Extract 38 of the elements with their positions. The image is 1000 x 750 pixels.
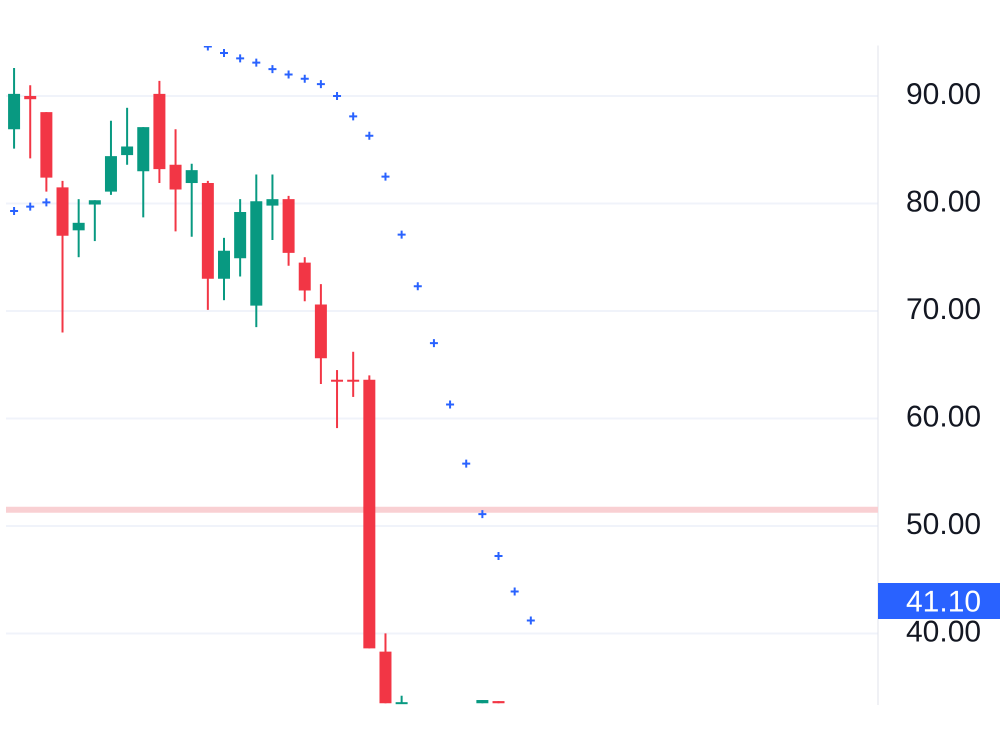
candlestick: [186, 162, 198, 238]
point: [494, 551, 504, 561]
y-tick-label: 50.00: [906, 508, 982, 542]
point: [412, 281, 423, 292]
y-tick-label: 80.00: [906, 186, 982, 219]
candlestick: [266, 173, 278, 242]
candlestick: [72, 198, 85, 258]
point: [380, 172, 390, 182]
text: 41.10: [906, 585, 982, 618]
point: [477, 509, 488, 520]
candlestick: [24, 84, 36, 160]
point: [284, 69, 294, 80]
point: [348, 111, 358, 122]
candlestick: [88, 199, 101, 242]
point: [461, 458, 472, 469]
point: [316, 79, 326, 90]
point: [235, 53, 246, 64]
point: [9, 206, 20, 216]
point: [267, 64, 278, 74]
point: [41, 197, 52, 208]
point: [364, 130, 374, 141]
point: [445, 399, 456, 410]
point: [251, 58, 262, 68]
point: [25, 202, 36, 212]
y-tick-label: 70.00: [906, 293, 982, 326]
y-tick-label: 40.00: [906, 616, 982, 649]
point: [510, 586, 520, 596]
point: [219, 48, 229, 58]
candlestick: [331, 369, 344, 430]
candlestick: [347, 350, 360, 398]
point: [428, 338, 439, 348]
point: [300, 74, 310, 84]
y-tick-label: 60.00: [906, 400, 982, 434]
point: [526, 615, 536, 626]
point: [332, 90, 342, 101]
candlestick: [121, 106, 134, 166]
y-tick-label: 90.00: [906, 78, 982, 112]
point: [396, 230, 407, 240]
